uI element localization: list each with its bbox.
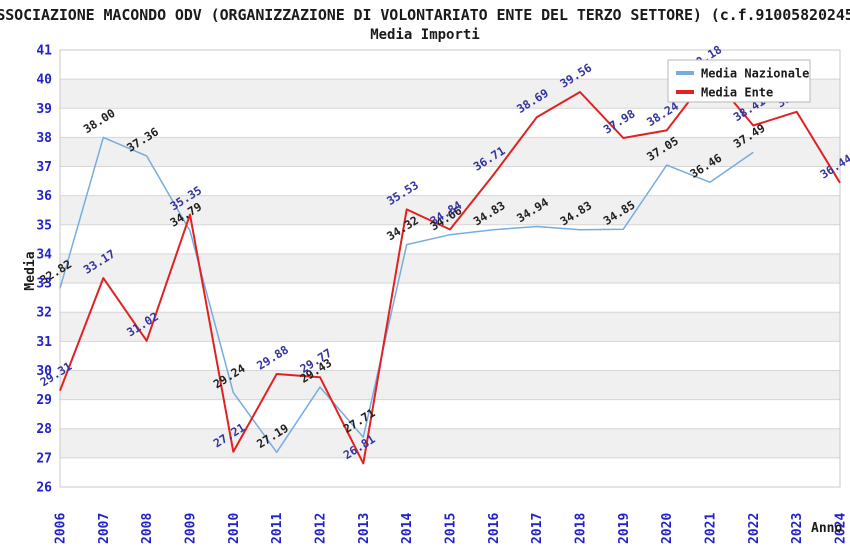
y-tick-label: 31 bbox=[36, 335, 52, 350]
x-tick-label: 2011 bbox=[270, 513, 285, 544]
x-tick-label: 2019 bbox=[617, 513, 632, 544]
y-axis-title: Media bbox=[23, 251, 38, 290]
x-tick-label: 2016 bbox=[487, 513, 502, 544]
x-tick-label: 2017 bbox=[530, 513, 545, 544]
x-axis-title: Anno bbox=[811, 521, 842, 536]
chart-title: ASSOCIAZIONE MACONDO ODV (ORGANIZZAZIONE… bbox=[0, 6, 850, 24]
legend-label-media-nazionale: Media Nazionale bbox=[701, 67, 809, 81]
plot-stripe bbox=[60, 428, 840, 458]
x-tick-label: 2006 bbox=[54, 513, 69, 544]
x-tick-label: 2023 bbox=[790, 513, 805, 544]
y-tick-label: 32 bbox=[36, 306, 52, 321]
y-tick-label: 36 bbox=[36, 189, 52, 204]
y-tick-label: 29 bbox=[36, 393, 52, 408]
x-tick-label: 2010 bbox=[227, 513, 242, 544]
x-tick-label: 2015 bbox=[444, 513, 459, 544]
x-tick-label: 2007 bbox=[97, 513, 112, 544]
y-tick-label: 30 bbox=[36, 364, 52, 379]
y-tick-label: 39 bbox=[36, 102, 52, 117]
legend-box bbox=[667, 59, 811, 103]
y-tick-label: 41 bbox=[36, 44, 52, 59]
y-tick-label: 40 bbox=[36, 73, 52, 88]
y-tick-label: 37 bbox=[36, 160, 52, 175]
plot-stripe bbox=[60, 370, 840, 400]
x-tick-label: 2008 bbox=[140, 513, 155, 544]
x-tick-label: 2022 bbox=[747, 513, 762, 544]
y-tick-label: 27 bbox=[36, 451, 52, 466]
x-tick-label: 2013 bbox=[357, 513, 372, 544]
data-label: 38.00 bbox=[81, 106, 118, 136]
x-tick-label: 2009 bbox=[184, 513, 199, 544]
x-tick-label: 2012 bbox=[314, 513, 329, 544]
legend-label-media-ente: Media Ente bbox=[701, 86, 773, 100]
series-line-media-nazionale bbox=[59, 136, 754, 454]
x-tick-label: 2018 bbox=[574, 513, 589, 544]
y-tick-label: 35 bbox=[36, 218, 52, 233]
y-tick-label: 28 bbox=[36, 422, 52, 437]
plot-border bbox=[59, 49, 841, 488]
plot-stripe bbox=[60, 253, 840, 284]
y-tick-label: 38 bbox=[36, 131, 52, 146]
y-tick-label: 34 bbox=[36, 247, 52, 262]
chart-subtitle: Media Importi bbox=[370, 27, 480, 43]
x-tick-label: 2024 bbox=[834, 513, 849, 544]
plot-stripe bbox=[60, 312, 840, 342]
y-tick-label: 26 bbox=[36, 481, 52, 496]
x-tick-label: 2014 bbox=[400, 513, 415, 544]
x-tick-label: 2020 bbox=[660, 513, 675, 544]
y-tick-label: 33 bbox=[36, 277, 52, 292]
data-label: 29.88 bbox=[254, 342, 291, 372]
x-tick-label: 2021 bbox=[704, 513, 719, 544]
plot-stripe bbox=[60, 137, 840, 167]
data-label: 37.98 bbox=[601, 106, 638, 136]
